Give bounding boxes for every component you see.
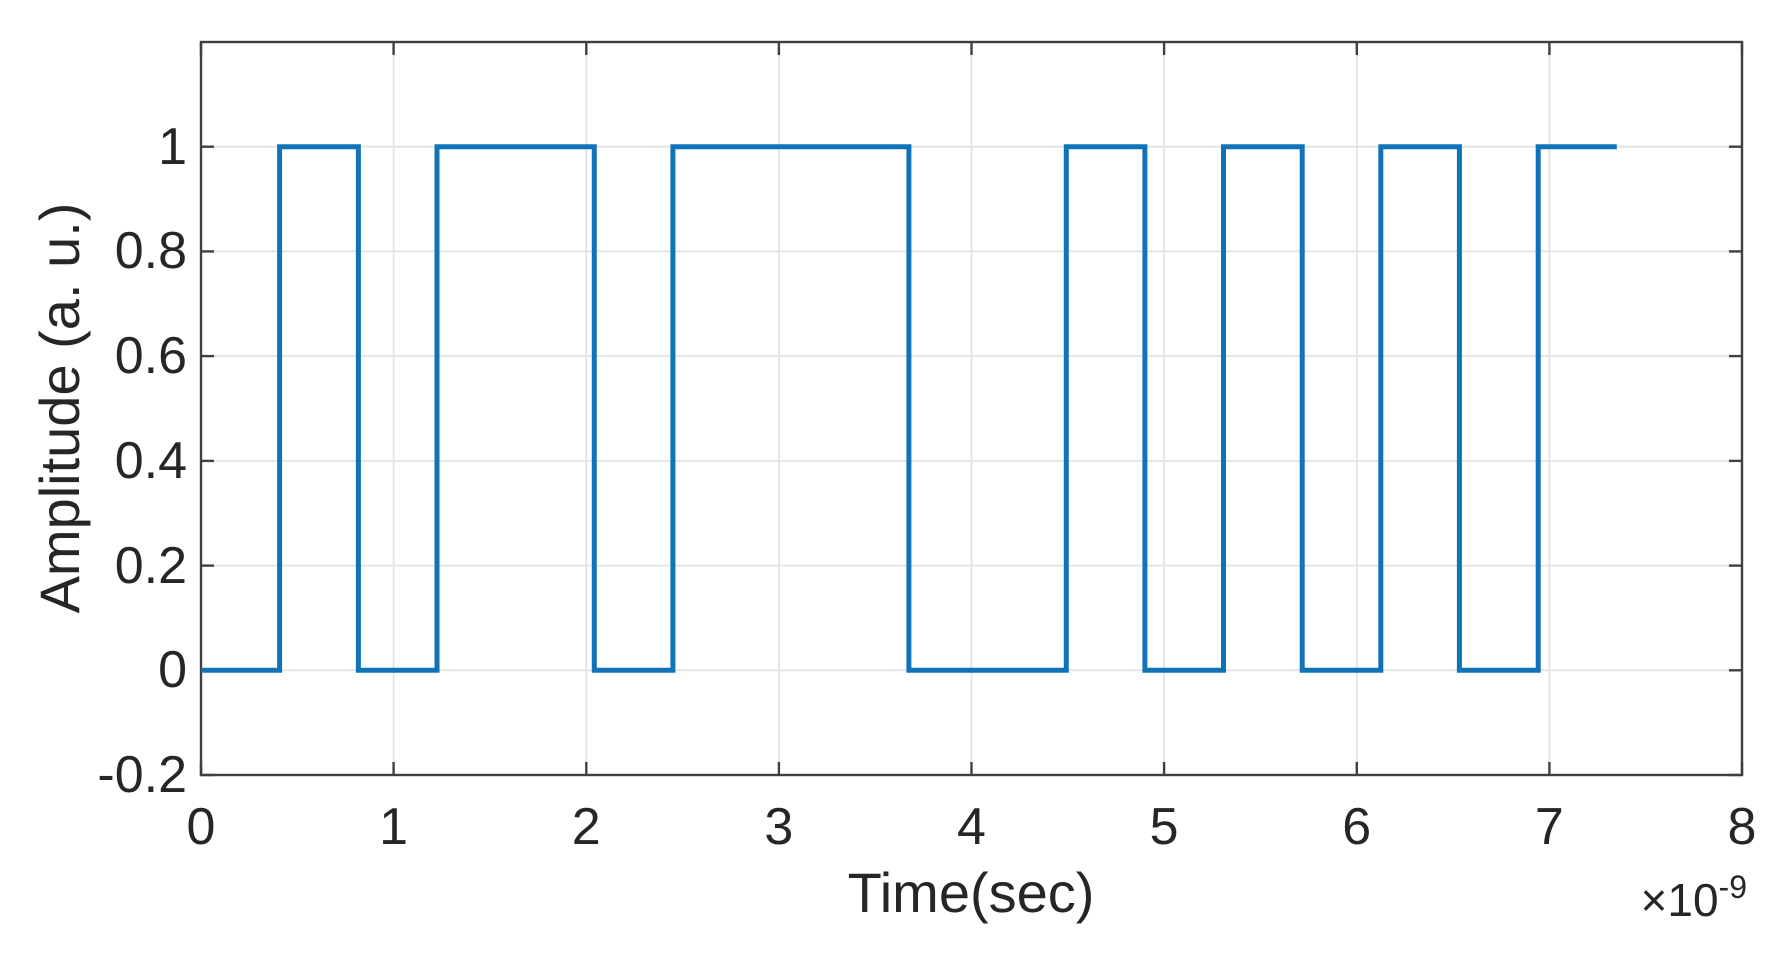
y-tick-label: 0.2 [114, 536, 187, 595]
y-tick-label: -0.2 [97, 746, 187, 804]
x-tick-label: 5 [1149, 798, 1179, 856]
y-tick-label: 1 [158, 117, 187, 176]
x-tick-label: 1 [379, 798, 409, 856]
exponent-base: ×10 [1640, 874, 1719, 926]
y-tick-label: 0.6 [114, 327, 187, 386]
x-tick-label: 3 [764, 798, 794, 856]
x-tick-label: 6 [1342, 798, 1372, 856]
x-tick-label: 2 [571, 798, 601, 856]
x-axis-exponent: ×10-9 [1641, 871, 1747, 923]
x-tick-label: 7 [1534, 798, 1564, 856]
y-axis-label: Amplitude (a. u.) [28, 202, 91, 614]
signal-trace [201, 144, 1617, 673]
x-tick-label: 8 [1727, 798, 1757, 856]
x-axis-label: Time(sec) [847, 861, 1095, 924]
x-tick-label: 0 [186, 798, 216, 856]
exponent-power: -9 [1718, 869, 1747, 905]
y-tick-label: 0.8 [114, 222, 187, 281]
y-tick-label: 0 [158, 641, 187, 700]
y-tick-label: 0.4 [114, 431, 187, 490]
x-tick-label: 4 [957, 798, 986, 856]
axis-ticks [199, 42, 1744, 777]
gridlines [201, 42, 1742, 775]
